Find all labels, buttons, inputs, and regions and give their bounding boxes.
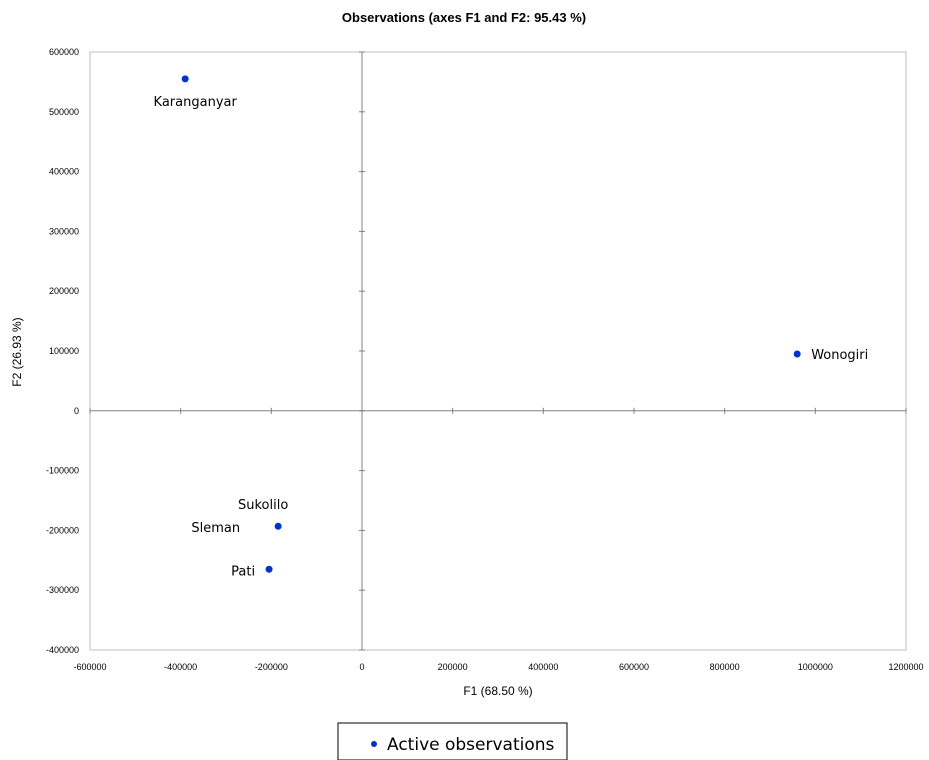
legend: Active observations <box>337 722 568 760</box>
y-tick-label: 600000 <box>49 47 79 57</box>
y-tick-label: 300000 <box>49 226 79 236</box>
y-tick-label: 100000 <box>49 346 79 356</box>
x-tick-label: -200000 <box>255 662 288 672</box>
x-tick-label: -600000 <box>73 662 106 672</box>
y-axis-title: F2 (26.93 %) <box>10 317 24 386</box>
point-label: Karanganyar <box>154 95 238 110</box>
x-tick-label: 800000 <box>710 662 740 672</box>
data-point <box>274 522 282 530</box>
point-label: Sukolilo <box>238 498 288 513</box>
data-point <box>181 75 189 83</box>
x-axis-title: F1 (68.50 %) <box>463 684 532 698</box>
x-tick-label: 200000 <box>438 662 468 672</box>
x-tick-label: 600000 <box>619 662 649 672</box>
y-tick-label: 400000 <box>49 167 79 177</box>
y-tick-label: -200000 <box>46 525 79 535</box>
point-label: Sleman <box>191 521 240 536</box>
x-tick-label: 400000 <box>528 662 558 672</box>
legend-marker <box>371 741 377 747</box>
chart-title: Observations (axes F1 and F2: 95.43 %) <box>342 10 586 25</box>
x-tick-label: -400000 <box>164 662 197 672</box>
legend-box <box>337 722 568 760</box>
y-tick-label: -400000 <box>46 645 79 655</box>
y-tick-label: -300000 <box>46 585 79 595</box>
x-tick-label: 1200000 <box>888 662 923 672</box>
point-label: Pati <box>231 564 255 579</box>
y-tick-label: -100000 <box>46 466 79 476</box>
y-tick-label: 200000 <box>49 286 79 296</box>
point-label: Wonogiri <box>811 348 868 363</box>
data-point <box>265 565 273 573</box>
y-tick-label: 0 <box>74 406 79 416</box>
x-tick-label: 1000000 <box>798 662 833 672</box>
legend-label: Active observations <box>387 735 555 755</box>
data-point <box>793 350 801 358</box>
plot-area <box>89 51 907 651</box>
y-tick-label: 500000 <box>49 107 79 117</box>
x-tick-label: 0 <box>359 662 364 672</box>
